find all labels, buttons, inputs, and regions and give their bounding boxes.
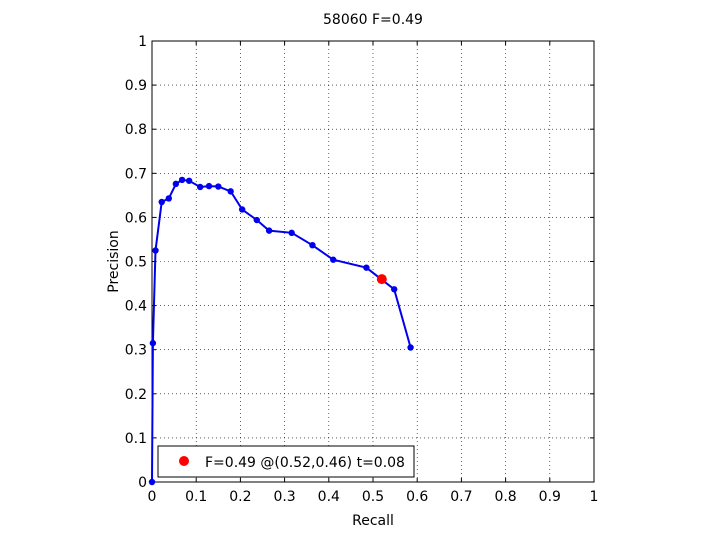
- axis-tick-labels: 0 0.1 0.2 0.3 0.4 0.5 0.6 0.7 0.8 0.9 1 0 0.1 0.2 0.3 0…: [125, 34, 599, 505]
- data-point: [227, 188, 234, 195]
- x-tick-label: 0.1: [185, 489, 207, 505]
- legend-marker: [179, 456, 189, 466]
- data-point: [196, 183, 204, 191]
- data-point: [253, 216, 260, 224]
- best-f-point: [376, 274, 387, 285]
- data-point: [265, 227, 273, 234]
- data-point: [215, 183, 222, 190]
- x-tick-label: 1: [590, 489, 599, 505]
- y-tick-label: 0.6: [125, 210, 147, 226]
- series-layer: [148, 176, 414, 486]
- x-tick-label: 0.6: [406, 489, 428, 505]
- data-point: [205, 182, 213, 190]
- legend-entry: F=0.49 @(0.52,0.46) t=0.08: [205, 455, 405, 471]
- y-tick-label: 0.3: [125, 343, 147, 359]
- y-tick-label: 0.4: [125, 299, 147, 315]
- y-tick-label: 0.7: [125, 166, 147, 182]
- data-point: [158, 198, 165, 206]
- x-tick-label: 0.8: [494, 489, 516, 505]
- y-tick-label: 0.1: [125, 431, 147, 447]
- data-point: [149, 339, 157, 347]
- y-axis-label: Precision: [106, 230, 122, 292]
- grid-lines: [152, 41, 594, 482]
- x-tick-label: 0.3: [273, 489, 295, 505]
- data-point: [172, 180, 180, 188]
- x-tick-label: 0: [148, 489, 157, 505]
- highlight-layer: [376, 274, 387, 285]
- x-tick-label: 0.7: [450, 489, 472, 505]
- data-point: [178, 176, 186, 184]
- y-tick-label: 0.2: [125, 387, 147, 403]
- legend: F=0.49 @(0.52,0.46) t=0.08: [157, 445, 415, 478]
- chart-title: 58060 F=0.49: [323, 12, 423, 28]
- legend-box: [157, 445, 415, 478]
- y-tick-label: 1: [138, 34, 147, 50]
- data-point: [391, 286, 398, 293]
- x-tick-label: 0.9: [539, 489, 561, 505]
- x-tick-label: 0.2: [229, 489, 251, 505]
- y-tick-label: 0.9: [125, 78, 147, 94]
- y-tick-label: 0.5: [125, 255, 147, 271]
- data-point: [185, 177, 193, 184]
- data-point: [407, 344, 414, 351]
- data-point: [330, 256, 337, 263]
- data-point: [288, 229, 295, 237]
- data-point: [165, 195, 172, 202]
- y-tick-label: 0.8: [125, 122, 147, 138]
- x-tick-label: 0.4: [318, 489, 340, 505]
- x-tick-label: 0.5: [362, 489, 384, 505]
- data-point: [238, 206, 246, 213]
- x-axis-label: Recall: [352, 513, 394, 529]
- data-point: [152, 247, 159, 254]
- data-point: [363, 264, 370, 271]
- y-tick-label: 0: [138, 475, 147, 491]
- data-point: [309, 241, 316, 249]
- data-point: [148, 478, 156, 486]
